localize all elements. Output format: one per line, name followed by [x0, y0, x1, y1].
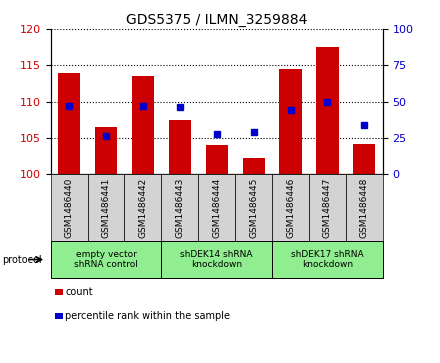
Text: GSM1486444: GSM1486444 — [212, 178, 221, 238]
Text: percentile rank within the sample: percentile rank within the sample — [65, 311, 230, 321]
Text: count: count — [65, 287, 93, 297]
Text: protocol: protocol — [2, 254, 42, 265]
Text: GSM1486448: GSM1486448 — [360, 178, 369, 238]
Text: GSM1486440: GSM1486440 — [65, 178, 73, 238]
Bar — [353, 144, 375, 174]
Bar — [205, 145, 228, 174]
Bar — [58, 73, 80, 174]
Text: GSM1486447: GSM1486447 — [323, 178, 332, 238]
Text: empty vector
shRNA control: empty vector shRNA control — [74, 250, 138, 269]
Text: GSM1486441: GSM1486441 — [102, 178, 110, 238]
Bar — [95, 127, 117, 174]
Text: GSM1486442: GSM1486442 — [138, 178, 147, 238]
Bar — [169, 120, 191, 174]
Title: GDS5375 / ILMN_3259884: GDS5375 / ILMN_3259884 — [126, 13, 308, 26]
Text: GSM1486445: GSM1486445 — [249, 178, 258, 238]
Bar — [132, 76, 154, 174]
Text: GSM1486446: GSM1486446 — [286, 178, 295, 238]
Bar — [279, 69, 301, 174]
Text: shDEK14 shRNA
knockdown: shDEK14 shRNA knockdown — [180, 250, 253, 269]
Text: shDEK17 shRNA
knockdown: shDEK17 shRNA knockdown — [291, 250, 364, 269]
Bar — [242, 158, 265, 174]
Text: GSM1486443: GSM1486443 — [175, 178, 184, 238]
Bar — [316, 47, 338, 174]
